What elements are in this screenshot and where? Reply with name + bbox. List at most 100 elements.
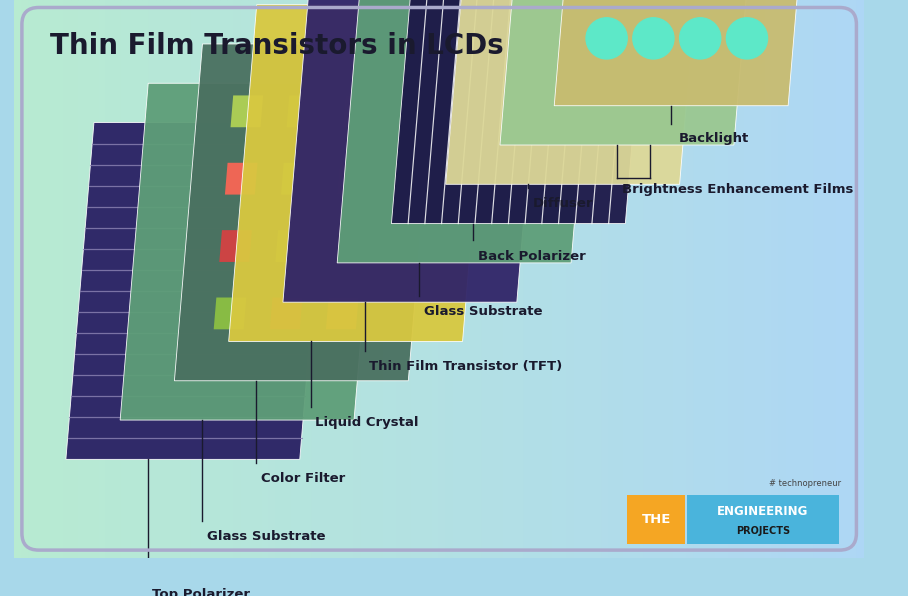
Bar	[270, 0, 276, 558]
Bar	[397, 0, 404, 558]
Bar	[205, 0, 212, 558]
Polygon shape	[337, 163, 370, 195]
Bar	[410, 0, 418, 558]
Bar	[71, 0, 78, 558]
Polygon shape	[337, 0, 599, 263]
Bar	[15, 0, 22, 558]
Polygon shape	[391, 0, 654, 224]
Bar	[354, 0, 361, 558]
Bar	[567, 0, 574, 558]
Bar	[708, 0, 716, 558]
Bar	[510, 0, 517, 558]
Bar	[623, 0, 630, 558]
Bar	[99, 0, 106, 558]
Circle shape	[586, 18, 627, 59]
Bar	[587, 0, 595, 558]
Bar	[701, 0, 708, 558]
Bar	[114, 0, 121, 558]
Bar	[85, 0, 93, 558]
Bar	[382, 0, 390, 558]
Bar	[425, 0, 432, 558]
Bar	[850, 0, 857, 558]
Bar	[814, 0, 822, 558]
Bar	[779, 0, 786, 558]
Polygon shape	[275, 230, 308, 262]
Bar	[319, 0, 326, 558]
Bar	[503, 0, 510, 558]
Polygon shape	[174, 44, 437, 381]
Bar	[744, 0, 751, 558]
Bar	[645, 0, 652, 558]
Bar	[538, 0, 546, 558]
Polygon shape	[229, 5, 490, 342]
Bar	[460, 0, 468, 558]
Polygon shape	[120, 83, 382, 420]
Polygon shape	[554, 0, 816, 105]
Bar	[694, 0, 701, 558]
Bar	[765, 0, 772, 558]
Text: Diffuser: Diffuser	[532, 197, 593, 210]
Bar	[57, 0, 64, 558]
Polygon shape	[231, 95, 263, 127]
Bar	[43, 0, 50, 558]
Bar	[673, 0, 680, 558]
Bar	[241, 0, 248, 558]
Bar	[134, 0, 142, 558]
Bar	[156, 0, 163, 558]
Bar	[835, 0, 843, 558]
Polygon shape	[281, 163, 313, 195]
Text: Back Polarizer: Back Polarizer	[478, 250, 586, 263]
Bar	[687, 0, 694, 558]
Bar	[128, 0, 134, 558]
Bar	[369, 0, 375, 558]
Bar	[637, 0, 645, 558]
Bar	[298, 0, 305, 558]
Bar	[361, 0, 369, 558]
Circle shape	[679, 18, 721, 59]
Text: Glass Substrate: Glass Substrate	[424, 305, 542, 318]
Bar	[78, 0, 85, 558]
Polygon shape	[287, 95, 320, 127]
Bar	[149, 0, 156, 558]
Text: Thin Film Transistor (TFT): Thin Film Transistor (TFT)	[370, 360, 563, 373]
Bar	[347, 0, 354, 558]
Text: # technopreneur: # technopreneur	[769, 479, 841, 488]
Bar	[716, 0, 723, 558]
Bar	[723, 0, 729, 558]
Bar	[28, 0, 35, 558]
Bar	[843, 0, 850, 558]
Bar	[595, 0, 602, 558]
Bar	[234, 0, 241, 558]
Text: Glass Substrate: Glass Substrate	[207, 530, 325, 544]
Circle shape	[726, 18, 767, 59]
Bar	[489, 0, 496, 558]
Bar	[333, 0, 340, 558]
Polygon shape	[331, 230, 364, 262]
Bar	[822, 0, 828, 558]
Bar	[418, 0, 425, 558]
Bar	[729, 0, 736, 558]
Bar	[687, 495, 839, 544]
Bar	[736, 0, 744, 558]
Bar	[627, 495, 686, 544]
Bar	[559, 0, 567, 558]
Bar	[163, 0, 170, 558]
Bar	[50, 0, 57, 558]
Bar	[552, 0, 559, 558]
Bar	[184, 0, 192, 558]
Bar	[432, 0, 439, 558]
Bar	[446, 0, 453, 558]
Text: Brightness Enhancement Films: Brightness Enhancement Films	[622, 184, 853, 196]
Bar	[828, 0, 835, 558]
Text: Backlight: Backlight	[678, 132, 749, 145]
Bar	[340, 0, 347, 558]
Bar	[262, 0, 270, 558]
Bar	[751, 0, 757, 558]
Bar	[609, 0, 617, 558]
Bar	[291, 0, 298, 558]
Text: PROJECTS: PROJECTS	[735, 526, 790, 536]
Bar	[807, 0, 814, 558]
Bar	[772, 0, 779, 558]
Bar	[35, 0, 43, 558]
Bar	[786, 0, 793, 558]
